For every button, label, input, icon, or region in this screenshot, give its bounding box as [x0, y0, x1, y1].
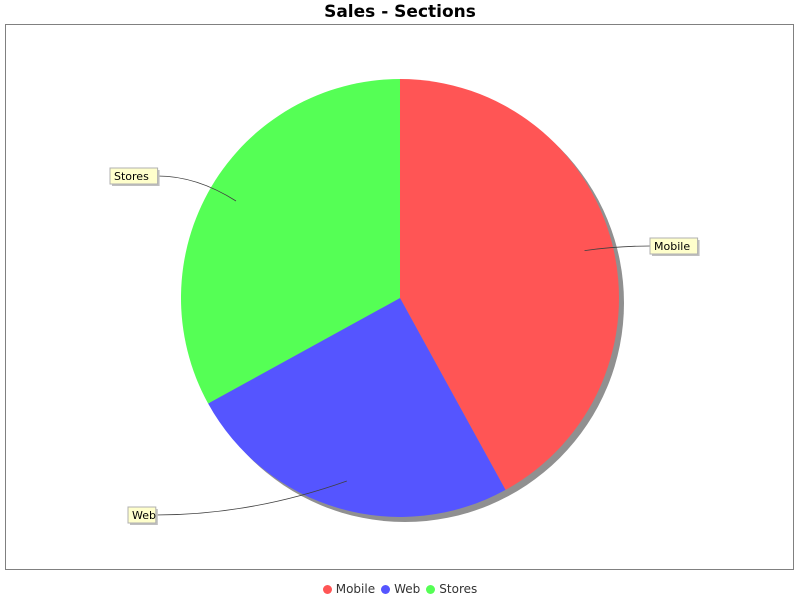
slice-label-mobile: Mobile — [649, 237, 700, 256]
label-connector-stores — [157, 175, 237, 202]
legend-item-mobile: Mobile — [322, 582, 376, 596]
legend-swatch — [426, 584, 436, 594]
slice-label-text: Web — [132, 509, 156, 522]
slice-label-stores: Stores — [109, 167, 160, 186]
slice-label-text: Mobile — [654, 240, 690, 253]
legend-swatch — [322, 584, 332, 594]
pie-slice-mobile[interactable] — [400, 79, 619, 490]
label-connector-web — [155, 480, 347, 516]
legend-label: Mobile — [335, 582, 376, 596]
legend-item-stores: Stores — [426, 582, 477, 596]
label-connector-mobile — [584, 245, 651, 252]
legend-label: Stores — [439, 582, 478, 596]
legend-item-web: Web — [381, 582, 420, 596]
slice-label-web: Web — [127, 506, 158, 525]
legend-swatch — [381, 584, 391, 594]
pie-slice-stores[interactable] — [181, 79, 400, 404]
chart-title: Sales - Sections — [324, 2, 476, 22]
pie-slice-web[interactable] — [208, 298, 506, 517]
legend: Mobile Web Stores — [0, 580, 800, 598]
legend-label: Web — [394, 582, 421, 596]
slice-label-text: Stores — [114, 170, 149, 183]
